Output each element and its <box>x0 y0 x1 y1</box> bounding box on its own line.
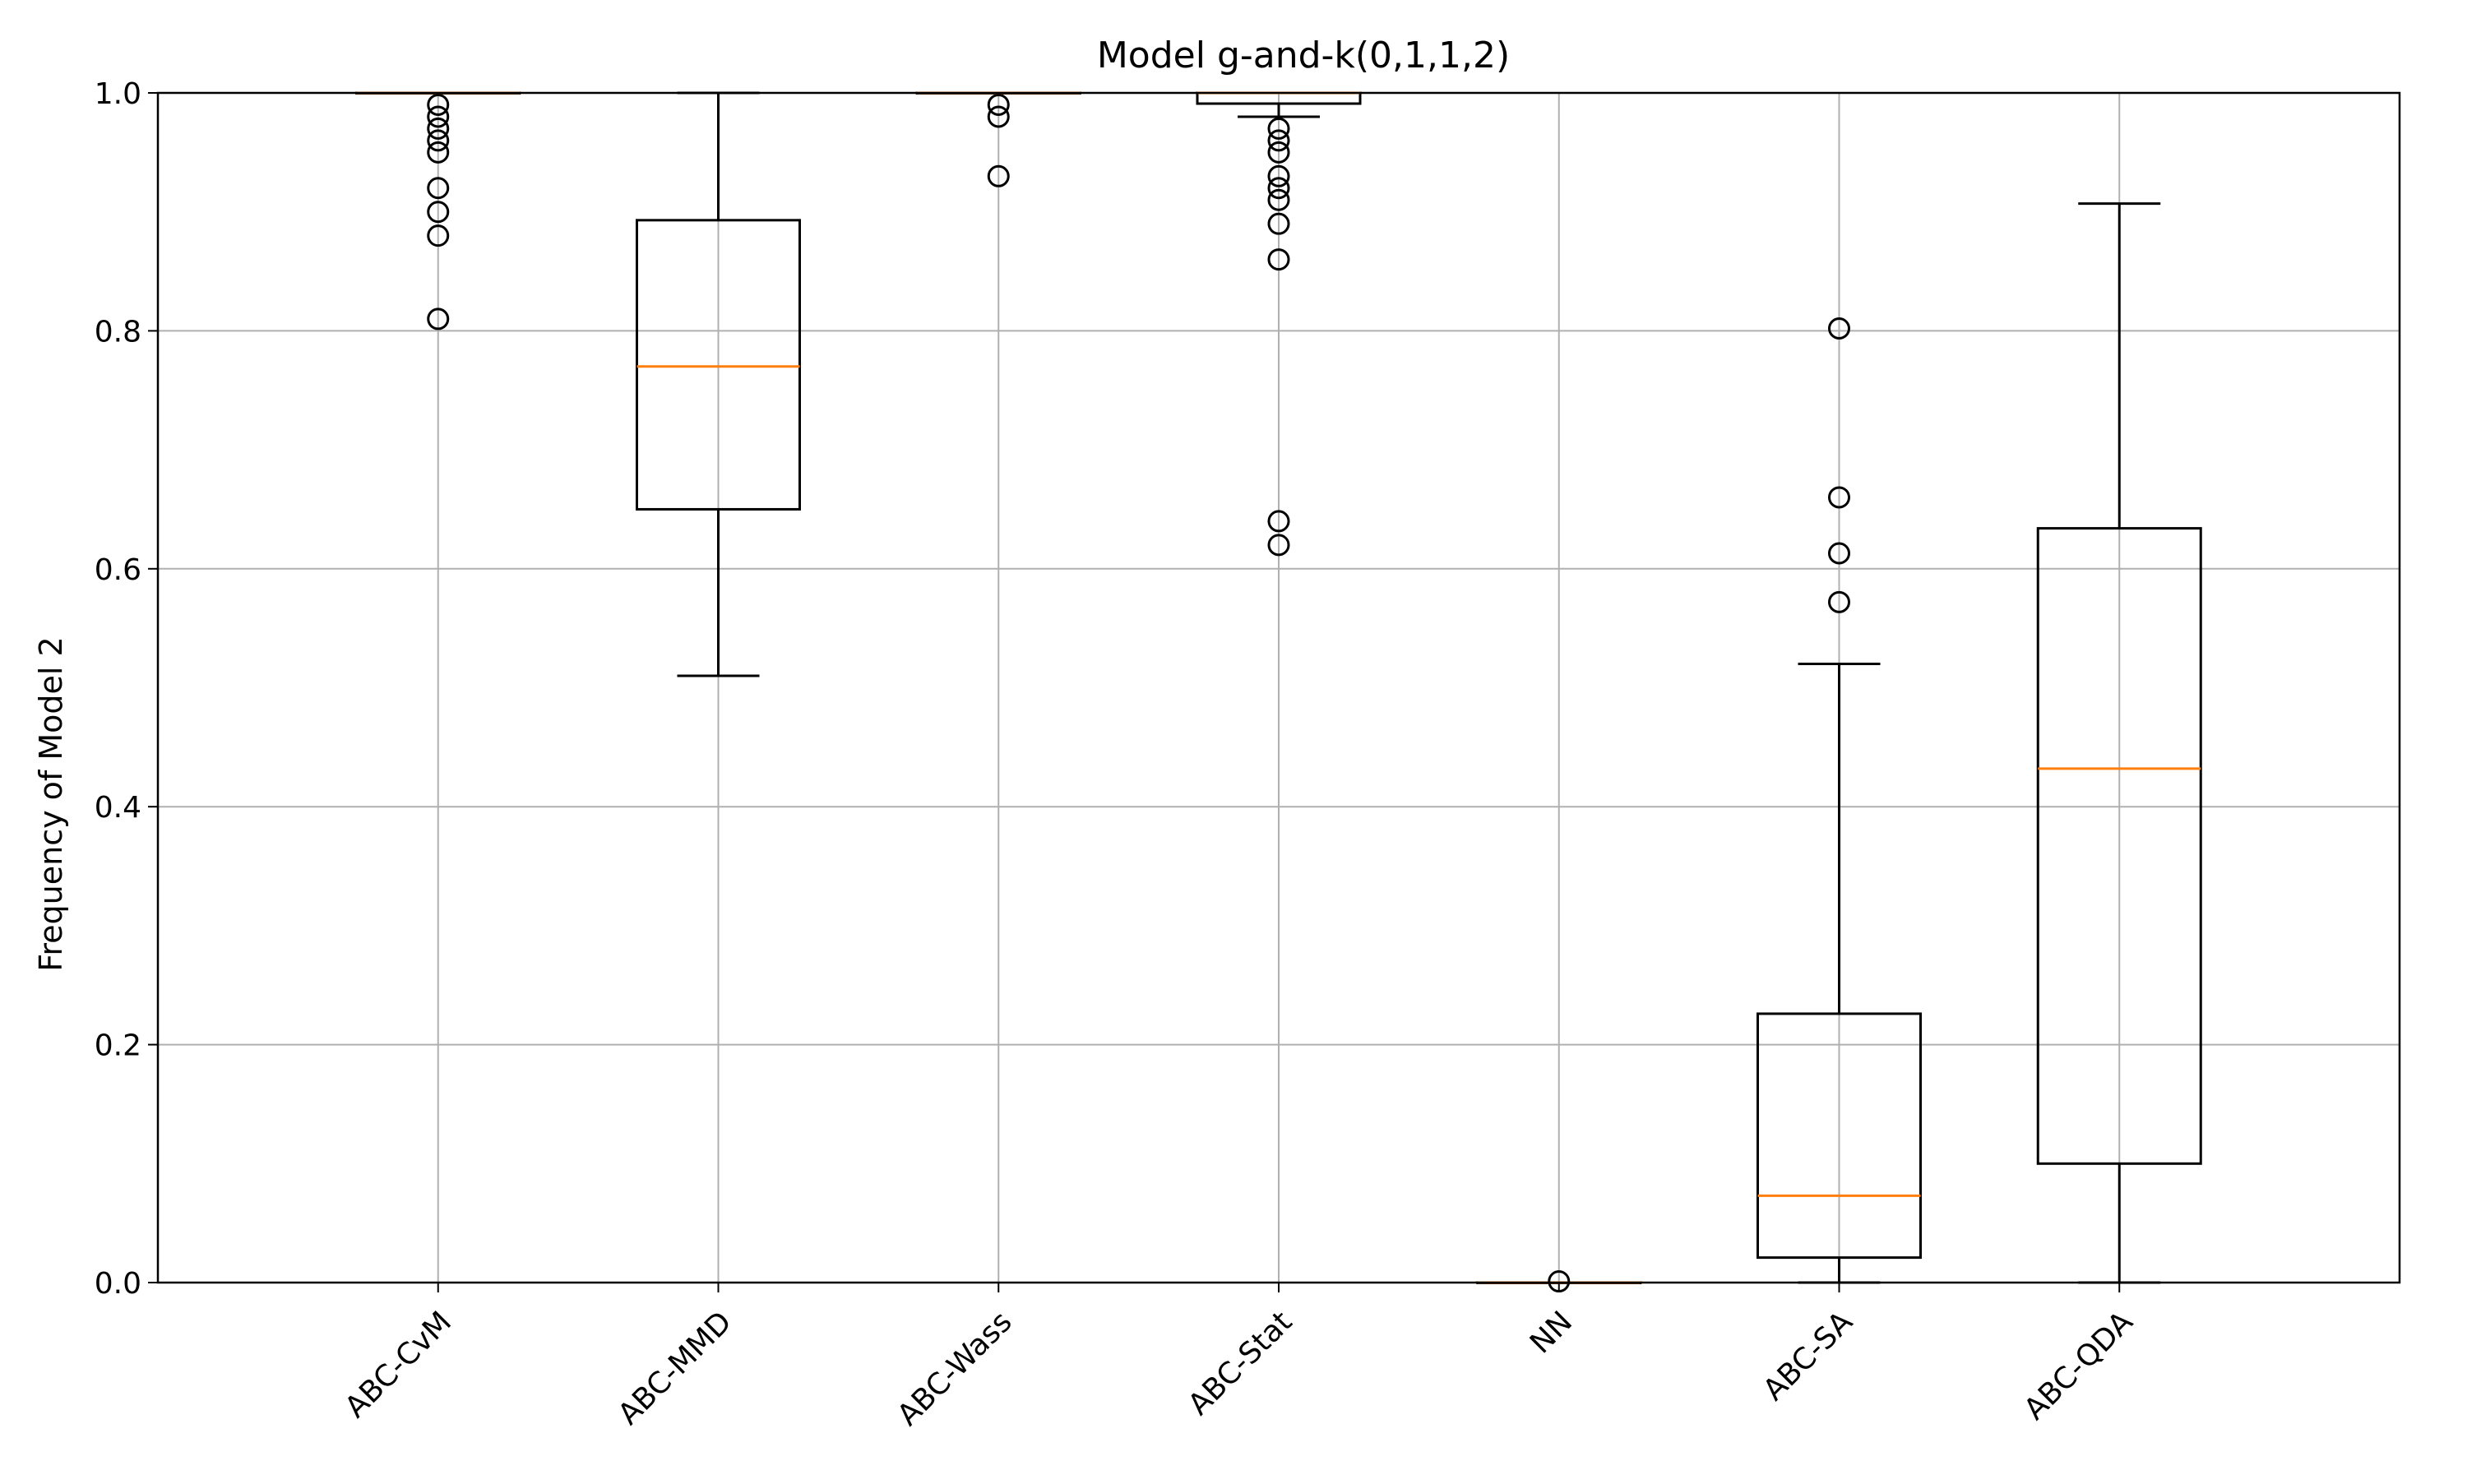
outlier-point <box>427 177 450 200</box>
x-tick-label: ABC-QDA <box>2018 1305 2140 1426</box>
outlier-point <box>427 141 450 164</box>
y-tick-label: 0.6 <box>95 553 141 587</box>
outlier-point <box>427 129 450 152</box>
x-tick-label: ABC-Wass <box>891 1305 1019 1432</box>
x-tick-label: NN <box>1524 1305 1579 1360</box>
outlier-point <box>427 307 450 331</box>
grid-layer <box>158 92 2400 1283</box>
outlier-point <box>1267 141 1290 164</box>
x-tick-label: ABC-SA <box>1757 1305 1859 1408</box>
outlier-point <box>427 105 450 128</box>
y-tick-label: 0.2 <box>95 1029 141 1063</box>
outlier-point <box>1267 534 1290 557</box>
outlier-point <box>427 224 450 247</box>
y-tick-label: 0.0 <box>95 1267 141 1301</box>
x-tick-label: ABC-Stat <box>1182 1305 1298 1422</box>
outlier-point <box>427 201 450 224</box>
outlier-point <box>1267 248 1290 271</box>
outlier-point <box>1828 486 1850 509</box>
outlier-point <box>1828 590 1850 613</box>
y-tick-label: 1.0 <box>95 77 141 111</box>
outlier-point <box>1267 510 1290 533</box>
outlier-point <box>1267 188 1290 211</box>
outlier-point <box>1267 212 1290 235</box>
outlier-point <box>987 105 1010 128</box>
plot-frame <box>156 91 2401 1284</box>
outlier-point <box>1267 129 1290 152</box>
y-axis-label: Frequency of Model 2 <box>33 636 69 971</box>
box-group <box>2036 202 2202 1284</box>
x-tick-label: ABC-CvM <box>339 1305 458 1424</box>
iqr-box <box>1757 1012 1922 1260</box>
outlier-point <box>427 93 450 116</box>
outlier-point <box>1267 164 1290 187</box>
outlier-point <box>987 93 1010 116</box>
iqr-box <box>2036 527 2202 1165</box>
y-tick-label: 0.4 <box>95 791 141 825</box>
outlier-point <box>1267 177 1290 200</box>
outlier-point <box>1267 117 1290 140</box>
outlier-point <box>1828 542 1850 565</box>
iqr-box <box>636 219 801 511</box>
y-tick-label: 0.8 <box>95 315 141 349</box>
x-tick-label: ABC-MMD <box>612 1305 738 1431</box>
outlier-point <box>987 164 1010 187</box>
axis-layer: 0.0 0.2 0.4 0.6 0.8 1.0 ABC-CvM ABC-MMD ABC-Wass… <box>95 77 2401 1432</box>
outlier-point <box>427 117 450 140</box>
chart-title: Model g-and-k(0,1,1,2) <box>1097 35 1510 76</box>
outlier-point <box>1828 317 1850 340</box>
